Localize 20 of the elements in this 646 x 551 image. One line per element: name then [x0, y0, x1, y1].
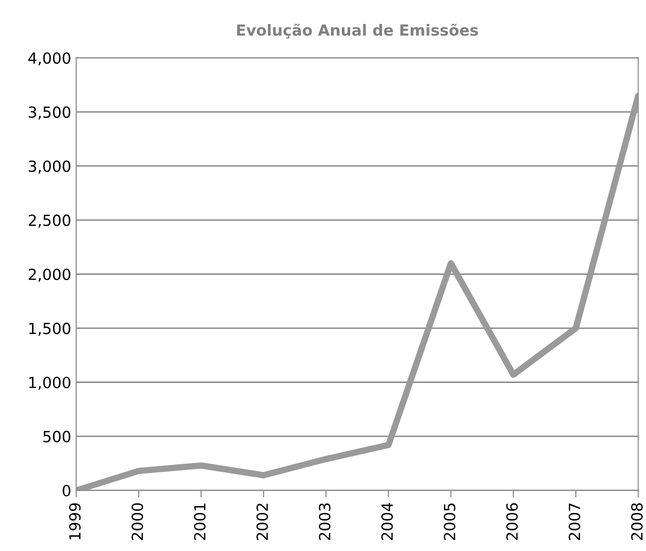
y-tick-label: 500 [43, 430, 70, 442]
x-tick-label: 2000 [132, 503, 144, 540]
x-tick-label: 2003 [318, 503, 330, 540]
y-tick-label: 2,000 [28, 268, 70, 282]
y-tick-label: 3,000 [28, 160, 70, 174]
x-tick-label: 2008 [631, 503, 643, 540]
x-tick-label: 2001 [194, 504, 206, 540]
x-tick-label: 2007 [568, 504, 580, 540]
x-tick-label: 2004 [381, 503, 393, 540]
x-tick-label: 2002 [256, 504, 268, 540]
y-tick-label: 1,500 [29, 322, 70, 336]
x-tick-label: 2005 [444, 504, 456, 540]
y-tick-label: 4,000 [28, 52, 70, 66]
x-tick-label: 1999 [69, 503, 81, 540]
y-tick-label: 2,500 [28, 214, 70, 228]
y-tick-label: 0 [62, 484, 70, 496]
x-tick-label: 2006 [506, 503, 518, 540]
y-tick-label: 3,500 [28, 106, 70, 120]
y-tick-label: 1,000 [29, 376, 70, 390]
chart-title: Evolução Anual de Emissões [237, 24, 478, 39]
